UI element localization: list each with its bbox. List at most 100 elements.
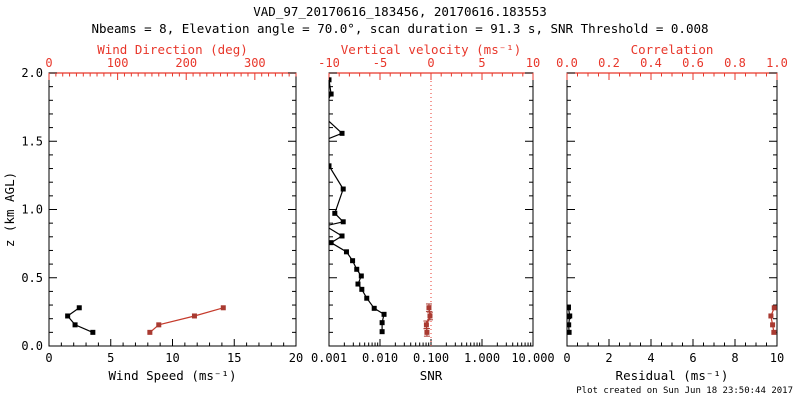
data-point-marker: [339, 130, 345, 136]
data-point-marker: [339, 233, 345, 239]
data-point-marker: [768, 313, 774, 319]
data-point-marker: [771, 329, 777, 335]
top-tick-label: 0: [45, 56, 52, 70]
x-tick-label: 0.010: [362, 351, 398, 365]
x-tick-label: 6: [689, 351, 696, 365]
data-point-marker: [426, 305, 432, 311]
top-tick-label: 0.4: [640, 56, 662, 70]
top-tick-label: 5: [478, 56, 485, 70]
data-point-marker: [220, 305, 226, 311]
bottom-axis-title: Residual (ms⁻¹): [616, 368, 729, 383]
plot-title: VAD_97_20170616_183456, 20170616.183553: [253, 4, 547, 19]
y-tick-label: 0.5: [21, 271, 43, 285]
data-point-marker: [567, 329, 572, 335]
series-snr-profile: [319, 77, 387, 335]
data-point-marker: [771, 305, 777, 311]
top-tick-label: -5: [373, 56, 387, 70]
data-point-marker: [770, 322, 776, 328]
data-point-marker: [323, 137, 328, 142]
series-wind-speed: [65, 305, 96, 335]
x-tick-label: 0: [563, 351, 570, 365]
x-tick-label: 2: [605, 351, 612, 365]
data-point-marker: [567, 322, 572, 328]
data-point-marker: [424, 329, 430, 335]
data-point-marker: [379, 329, 385, 335]
series-residual-profile: [567, 305, 573, 335]
x-tick-label: 1.000: [464, 351, 500, 365]
top-tick-label: 200: [175, 56, 197, 70]
top-axis-title: Correlation: [631, 42, 714, 57]
x-tick-label: 10.000: [511, 351, 554, 365]
x-tick-label: 4: [647, 351, 654, 365]
data-point-marker: [340, 219, 346, 225]
top-axis-title: Vertical velocity (ms⁻¹): [341, 42, 522, 57]
data-point-marker: [355, 281, 361, 287]
data-point-marker: [329, 91, 334, 97]
data-point-marker: [156, 322, 162, 328]
data-point-marker: [567, 305, 571, 311]
data-point-marker: [427, 313, 433, 319]
x-tick-label: 10: [165, 351, 179, 365]
data-point-marker: [364, 295, 370, 301]
data-point-marker: [72, 322, 78, 328]
series-correlation: [768, 305, 777, 335]
x-tick-label: 15: [227, 351, 241, 365]
series-vertical-velocity: [423, 303, 433, 337]
data-point-marker: [371, 305, 377, 311]
top-tick-label: 10: [526, 56, 540, 70]
y-tick-label: 0.0: [21, 339, 43, 353]
top-tick-label: -10: [318, 56, 340, 70]
top-tick-label: 300: [244, 56, 266, 70]
panel-wind: 0.0 0.5 1.0 1.5 2.0 z (km AGL) 0 5 10 15 20 Wind Sp…: [2, 42, 303, 383]
panel-residual: 0 2 4 6 8 10 Residual (ms⁻¹) 0.0 0.2 0.4 0.6 0.8 1.0…: [556, 42, 788, 383]
data-point-marker: [90, 329, 96, 335]
data-point-marker: [567, 313, 573, 319]
top-tick-label: 0.8: [724, 56, 746, 70]
x-tick-label: 0: [45, 351, 52, 365]
data-point-marker: [329, 240, 334, 246]
y-tick-label: 1.0: [21, 203, 43, 217]
plot-subtitle: Nbeams = 8, Elevation angle = 70.0°, sca…: [91, 21, 709, 36]
data-point-marker: [147, 329, 153, 335]
top-tick-label: 0.2: [598, 56, 620, 70]
data-point-marker: [343, 249, 349, 255]
data-point-marker: [76, 305, 82, 311]
data-point-marker: [323, 223, 328, 228]
series-wind-direction: [147, 305, 226, 335]
data-point-marker: [191, 313, 197, 319]
top-tick-label: 100: [107, 56, 129, 70]
data-point-marker: [423, 322, 429, 328]
panel-snr: 0.001 0.010 0.100 1.000 10.000 SNR -10 -5 0 5 10 Ve…: [311, 42, 555, 383]
y-tick-label: 2.0: [21, 66, 43, 80]
data-point-marker: [358, 273, 364, 279]
top-tick-label: 0.6: [682, 56, 704, 70]
data-point-marker: [350, 258, 356, 264]
data-point-marker: [65, 313, 71, 319]
x-tick-label: 0.001: [311, 351, 347, 365]
plot-created-timestamp: Plot created on Sun Jun 18 23:50:44 2017: [576, 386, 793, 396]
x-tick-label: 5: [107, 351, 114, 365]
data-point-marker: [359, 286, 365, 292]
top-axis-title: Wind Direction (deg): [97, 42, 248, 57]
bottom-axis-title: SNR: [420, 368, 443, 383]
top-tick-label: 0: [427, 56, 434, 70]
data-point-marker: [329, 163, 332, 169]
top-tick-label: 1.0: [766, 56, 788, 70]
data-point-marker: [340, 186, 346, 192]
data-point-marker: [332, 210, 338, 216]
x-tick-label: 8: [731, 351, 738, 365]
x-tick-label: 10: [770, 351, 784, 365]
data-point-marker: [379, 320, 385, 326]
data-point-marker: [354, 266, 360, 272]
x-tick-label: 20: [289, 351, 303, 365]
y-axis-title: z (km AGL): [2, 172, 17, 247]
x-tick-label: 0.100: [413, 351, 449, 365]
data-point-marker: [329, 77, 332, 83]
top-tick-label: 0.0: [556, 56, 578, 70]
y-tick-label: 1.5: [21, 134, 43, 148]
data-point-marker: [319, 111, 324, 116]
data-point-marker: [381, 311, 387, 317]
bottom-axis-title: Wind Speed (ms⁻¹): [109, 368, 237, 383]
